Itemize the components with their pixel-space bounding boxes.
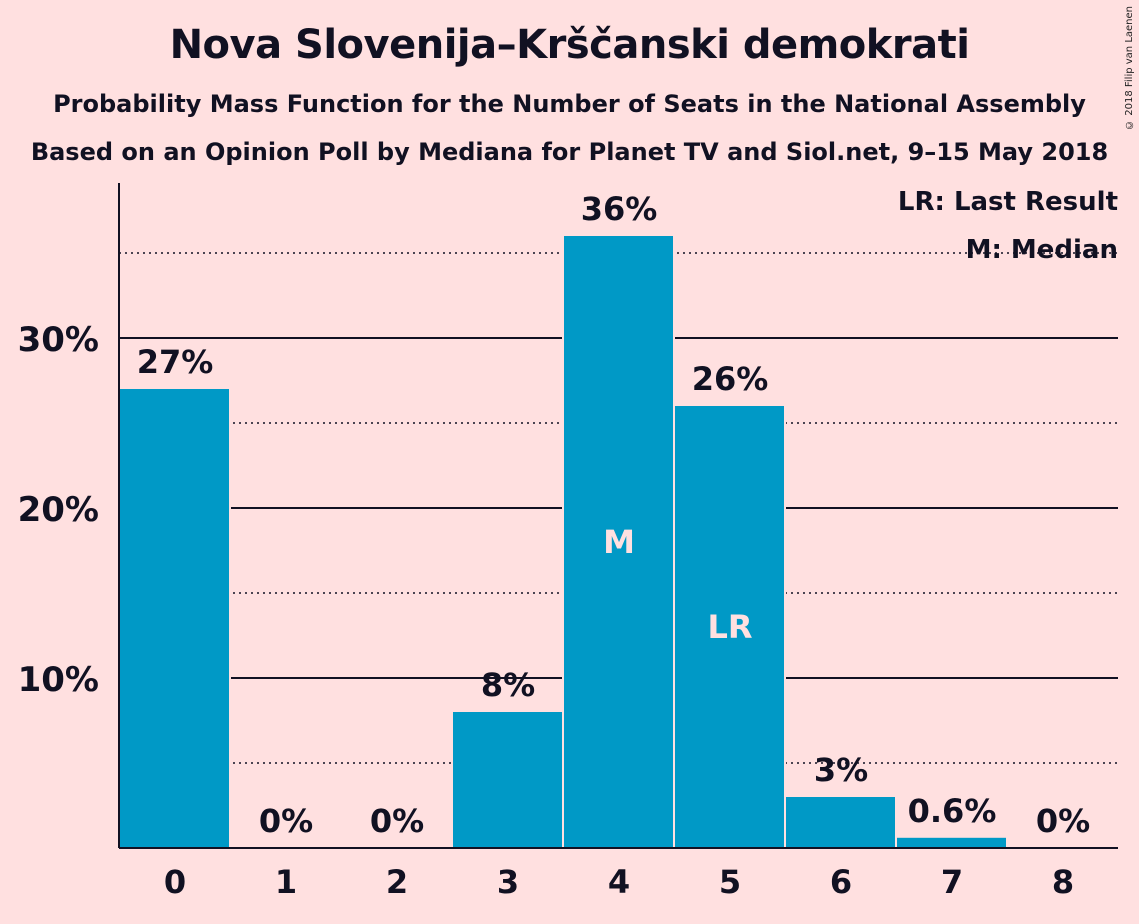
- y-tick-label: 20%: [18, 490, 99, 530]
- median-marker: M: [603, 523, 635, 561]
- data-label: 36%: [581, 190, 658, 228]
- x-tick-label: 2: [386, 863, 408, 901]
- data-label: 26%: [692, 360, 769, 398]
- last-result-marker: LR: [707, 608, 752, 646]
- data-label: 0%: [259, 802, 313, 840]
- x-tick-label: 6: [830, 863, 852, 901]
- data-label: 8%: [481, 666, 535, 704]
- x-tick-label: 7: [941, 863, 963, 901]
- bar-seat-4: [564, 236, 673, 848]
- bar-seat-7: [897, 837, 1006, 848]
- x-tick-label: 5: [719, 863, 741, 901]
- bar-seat-3: [453, 712, 562, 848]
- bar-seat-6: [786, 797, 895, 848]
- x-tick-label: 3: [497, 863, 519, 901]
- y-tick-label: 10%: [18, 660, 99, 700]
- chart-title: Nova Slovenija–Krščanski demokrati: [169, 22, 970, 68]
- x-tick-label: 8: [1052, 863, 1074, 901]
- chart-subtitle-source: Based on an Opinion Poll by Mediana for …: [30, 138, 1109, 166]
- x-tick-label: 4: [608, 863, 630, 901]
- legend-last-result: LR: Last Result: [898, 187, 1118, 217]
- bar-seat-0: [120, 389, 229, 848]
- data-label: 3%: [814, 751, 868, 789]
- data-label: 0%: [370, 802, 424, 840]
- chart-subtitle: Probability Mass Function for the Number…: [53, 90, 1086, 118]
- data-label: 0%: [1036, 802, 1090, 840]
- data-label: 0.6%: [908, 792, 997, 830]
- x-tick-label: 1: [275, 863, 297, 901]
- y-tick-label: 30%: [18, 320, 99, 360]
- bar-seat-5: [675, 406, 784, 848]
- x-tick-label: 0: [164, 863, 186, 901]
- data-label: 27%: [137, 343, 214, 381]
- legend-median: M: Median: [966, 235, 1118, 265]
